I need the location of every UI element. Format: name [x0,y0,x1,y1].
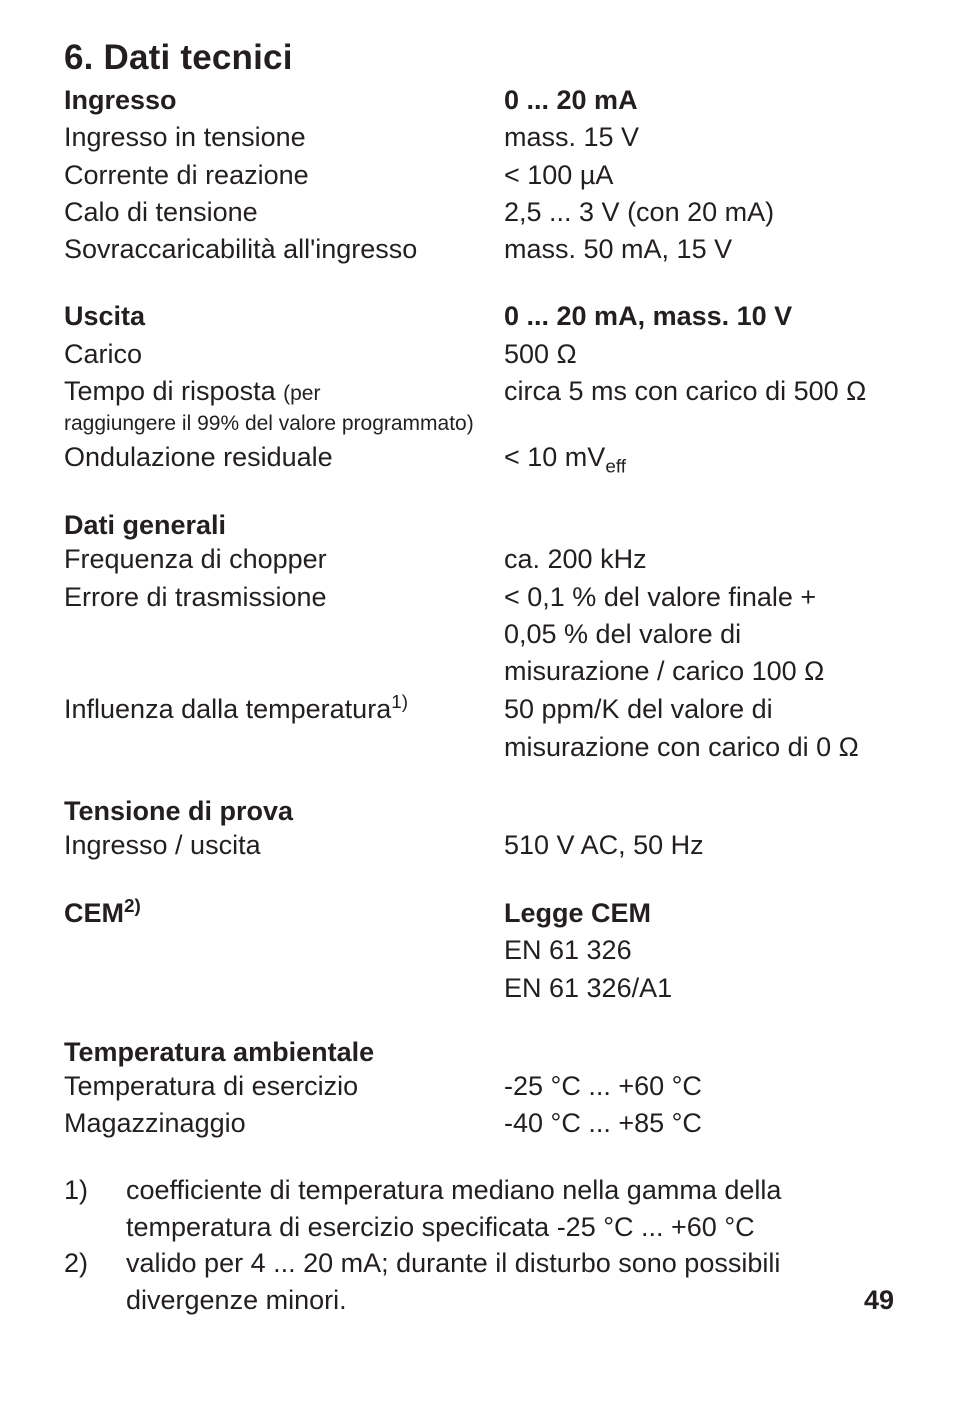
label: Sovraccaricabilità all'ingresso [64,231,504,268]
value: mass. 15 V [504,119,639,156]
value: < 100 µA [504,157,613,194]
uscita-header-label: Uscita [64,298,504,335]
row-calo-tensione: Calo di tensione 2,5 ... 3 V (con 20 mA) [64,194,894,231]
label: Ingresso in tensione [64,119,504,156]
cem-value-3: EN 61 326/A1 [504,970,894,1007]
label: Carico [64,336,504,373]
label: Temperatura di esercizio [64,1068,504,1105]
value: circa 5 ms con carico di 500 Ω [504,373,866,410]
ingresso-header-value: 0 ... 20 mA [504,82,638,119]
cem-label-a: CEM [64,898,124,928]
row-frequenza: Frequenza di chopper ca. 200 kHz [64,541,894,578]
page-heading: 6. Dati tecnici [64,38,894,78]
cem-value-2: EN 61 326 [504,932,894,969]
value: 510 V AC, 50 Hz [504,827,704,864]
footnotes: 1) coefficiente di temperatura mediano n… [64,1172,894,1318]
footnote-2-line2: divergenze minori. 49 [126,1282,894,1318]
footnote-2: 2) valido per 4 ... 20 mA; durante il di… [64,1245,894,1318]
value: < 10 mVeff [504,439,626,480]
tempo-label-b: (per [283,382,320,405]
tempo-cont: raggiungere il 99% del valore programmat… [64,410,474,439]
value: ca. 200 kHz [504,541,647,578]
row-sovraccaricabilita: Sovraccaricabilità all'ingresso mass. 50… [64,231,894,268]
label: Ondulazione residuale [64,439,504,476]
footnote-2-text: valido per 4 ... 20 mA; durante il distu… [126,1245,894,1318]
dati-generali-title: Dati generali [64,510,894,541]
row-ingresso-tensione: Ingresso in tensione mass. 15 V [64,119,894,156]
page-number: 49 [864,1282,894,1318]
footnote-2-line1: valido per 4 ... 20 mA; durante il distu… [126,1245,894,1281]
footnote-2-line2-text: divergenze minori. [126,1285,347,1315]
label: Calo di tensione [64,194,504,231]
row-errore-trasmissione: Errore di trasmissione < 0,1 % del valor… [64,579,894,616]
row-tempo-risposta-cont: raggiungere il 99% del valore programmat… [64,410,894,439]
footnote-1-text: coefficiente di temperatura mediano nell… [126,1172,894,1245]
footnote-1-num: 1) [64,1172,126,1245]
row-ondulazione: Ondulazione residuale < 10 mVeff [64,439,894,480]
uscita-header-row: Uscita 0 ... 20 mA, mass. 10 V [64,298,894,335]
label: Tempo di risposta (per [64,373,504,410]
cem-value-1: Legge CEM [504,895,651,932]
label: Corrente di reazione [64,157,504,194]
err-value-line3: misurazione / carico 100 Ω [504,653,894,690]
label: Influenza dalla temperatura1) [64,690,504,728]
row-ingresso-uscita: Ingresso / uscita 510 V AC, 50 Hz [64,827,894,864]
value: 500 Ω [504,336,577,373]
infl-label-a: Influenza dalla temperatura [64,694,391,724]
value: 2,5 ... 3 V (con 20 mA) [504,194,774,231]
temp-amb-title: Temperatura ambientale [64,1037,894,1068]
footnote-1: 1) coefficiente di temperatura mediano n… [64,1172,894,1245]
row-corrente-reazione: Corrente di reazione < 100 µA [64,157,894,194]
value: -40 °C ... +85 °C [504,1105,702,1142]
cem-label-sup: 2) [124,896,141,917]
infl-label-sup: 1) [391,692,408,713]
row-magazzinaggio: Magazzinaggio -40 °C ... +85 °C [64,1105,894,1142]
label: Frequenza di chopper [64,541,504,578]
value: mass. 50 mA, 15 V [504,231,732,268]
ingresso-header-label: Ingresso [64,82,504,119]
footnote-2-num: 2) [64,1245,126,1318]
row-temp-esercizio: Temperatura di esercizio -25 °C ... +60 … [64,1068,894,1105]
uscita-header-value: 0 ... 20 mA, mass. 10 V [504,298,792,335]
row-tempo-risposta: Tempo di risposta (per circa 5 ms con ca… [64,373,894,410]
infl-value-line2: misurazione con carico di 0 Ω [504,729,894,766]
row-cem: CEM2) Legge CEM [64,894,894,932]
tempo-label-a: Tempo di risposta [64,376,283,406]
ingresso-header-row: Ingresso 0 ... 20 mA [64,82,894,119]
ondul-value-sub: eff [605,456,626,477]
label: Magazzinaggio [64,1105,504,1142]
row-carico: Carico 500 Ω [64,336,894,373]
cem-label: CEM2) [64,894,504,932]
value: < 0,1 % del valore finale + [504,579,816,616]
tensione-title: Tensione di prova [64,796,894,827]
err-value-line2: 0,05 % del valore di [504,616,894,653]
label: Ingresso / uscita [64,827,504,864]
value: 50 ppm/K del valore di [504,691,773,728]
row-influenza-temperatura: Influenza dalla temperatura1) 50 ppm/K d… [64,690,894,728]
label: Errore di trasmissione [64,579,504,616]
value: -25 °C ... +60 °C [504,1068,702,1105]
ondul-value-a: < 10 mV [504,442,605,472]
